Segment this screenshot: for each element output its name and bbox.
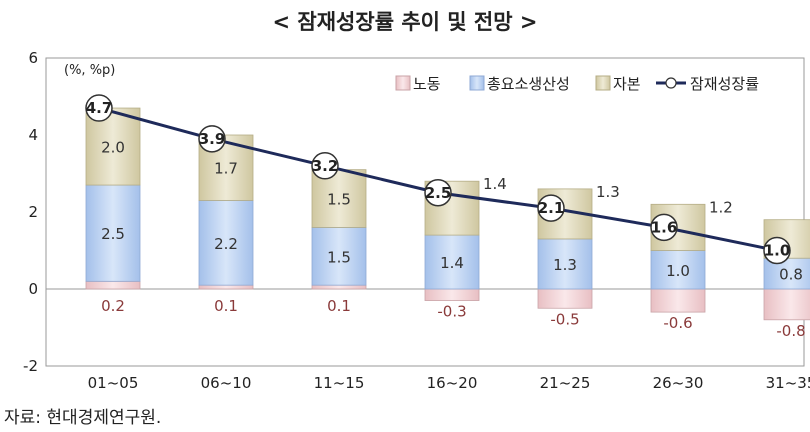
x-tick-label: 31~35 (766, 374, 810, 392)
line-point (763, 236, 791, 265)
x-tick-label: 26~30 (653, 374, 704, 392)
label-labor: -0.5 (550, 310, 579, 328)
label-tfp: 1.0 (666, 262, 690, 280)
chart-title: < 잠재성장률 추이 및 전망 > (272, 10, 538, 34)
line-point (85, 94, 113, 122)
source-note: 자료: 현대경제연구원. (4, 408, 162, 428)
legend-label: 잠재성장률 (690, 75, 759, 93)
bar-labor (537, 288, 593, 309)
line-point (424, 179, 452, 207)
y-tick-label: 6 (28, 49, 38, 67)
label-tfp: 1.3 (553, 256, 577, 274)
legend: 노동 총요소생산성 자본 잠재성장률 (395, 75, 759, 93)
line-point (537, 194, 565, 222)
y-tick-label: -2 (23, 357, 38, 375)
line-point (198, 125, 226, 153)
bars (85, 107, 810, 321)
unit-label: (%, %p) (64, 63, 115, 78)
bar-tfp (763, 257, 810, 290)
label-tfp: 1.4 (440, 254, 464, 272)
line-point-label: 1.0 (764, 242, 791, 260)
legend-swatch (469, 75, 485, 91)
bar-tfp (311, 226, 367, 286)
bar-labor (650, 288, 706, 313)
legend-swatch (395, 75, 411, 91)
bar-labor (763, 288, 810, 321)
label-capital: 1.5 (327, 191, 351, 209)
x-tick-label: 11~15 (314, 374, 365, 392)
x-tick-label: 16~20 (427, 374, 478, 392)
x-tick-label: 21~25 (540, 374, 591, 392)
label-tfp: 1.5 (327, 248, 351, 266)
legend-swatch (595, 75, 611, 91)
label-capital: 1.4 (483, 175, 507, 193)
legend-marker (665, 77, 677, 89)
y-tick-label: 0 (28, 280, 38, 298)
label-labor: 0.1 (327, 297, 351, 315)
y-axis: -2 0 2 4 6 (23, 49, 38, 375)
label-tfp: 0.8 (779, 266, 803, 284)
line-point (311, 152, 339, 180)
label-labor: 0.1 (214, 297, 238, 315)
label-capital: 2.0 (101, 139, 125, 157)
label-labor: -0.6 (663, 314, 692, 332)
potential-growth-line: 4.7 3.9 3.2 2.5 2.1 1.6 1.0 (85, 94, 791, 265)
legend-label: 자본 (613, 75, 641, 93)
line-point (650, 213, 678, 242)
line-point-label: 4.7 (86, 99, 113, 117)
bar-tfp (537, 238, 593, 290)
label-labor: 0.2 (101, 297, 125, 315)
x-axis: 01~05 06~10 11~15 16~20 21~25 26~30 31~35 (88, 374, 810, 392)
bar-labor (198, 284, 254, 290)
label-tfp: 2.5 (101, 225, 125, 243)
label-labor: -0.8 (776, 322, 805, 340)
bar-labor (424, 288, 480, 301)
x-tick-label: 01~05 (88, 374, 139, 392)
label-tfp: 2.2 (214, 235, 238, 253)
y-tick-label: 2 (28, 203, 38, 221)
bar-labor (85, 280, 141, 290)
line-point-label: 3.9 (199, 130, 226, 148)
x-tick-label: 06~10 (201, 374, 252, 392)
bar-tfp (198, 200, 254, 286)
line-point-label: 2.5 (425, 184, 452, 202)
label-capital: 1.3 (596, 183, 620, 201)
bar-labels: 0.2 2.5 2.0 0.1 2.2 1.7 0.1 1.5 1.5 -0.3 1.4 1.4 -0.… (101, 139, 806, 340)
y-tick-label: 4 (28, 126, 38, 144)
label-capital: 1.2 (709, 198, 733, 216)
label-capital: 1.7 (214, 160, 238, 178)
line-point-label: 1.6 (651, 218, 678, 236)
line-point-label: 2.1 (538, 199, 565, 217)
legend-label: 총요소생산성 (487, 75, 570, 93)
legend-label: 노동 (413, 75, 441, 93)
bar-labor (311, 284, 367, 290)
line-point-label: 3.2 (312, 157, 339, 175)
label-labor: -0.3 (437, 303, 466, 321)
